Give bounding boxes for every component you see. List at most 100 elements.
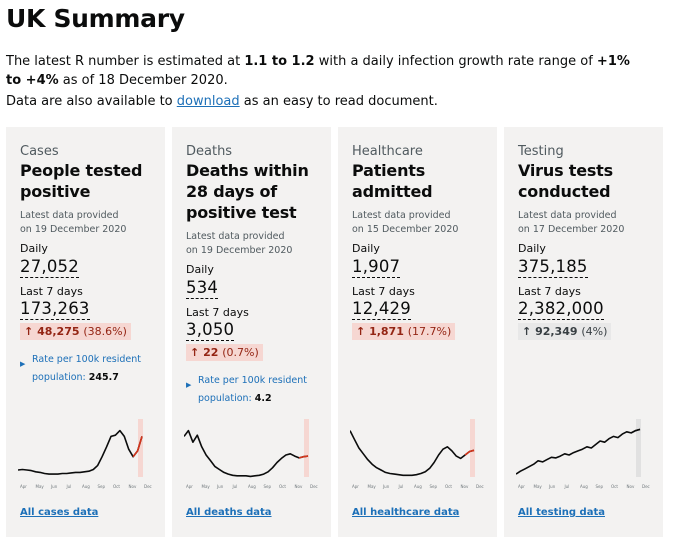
month-tick-label: Aug [414,484,422,489]
month-tick-label: Dec [310,484,318,489]
month-tick-label: Nov [294,484,303,489]
triangle-right-icon: ▶ [186,381,192,389]
month-tick-label: Nov [460,484,469,489]
latest-data-value: on 15 December 2020 [352,224,459,235]
month-tick-label: Oct [279,484,286,489]
week-value[interactable]: 12,429 [352,299,411,320]
trend-line-latest [298,455,309,459]
latest-data-date: Latest data provided on 19 December 2020 [186,230,326,258]
month-tick-label: Jun [549,484,556,489]
daily-label: Daily [20,242,48,255]
card-heading: Deaths within 28 days of positive test [186,161,309,222]
latest-data-value: on 19 December 2020 [20,224,127,235]
all-healthcare-link[interactable]: All healthcare data [352,507,460,518]
latest-data-value: on 19 December 2020 [186,245,293,256]
trend-line-latest [132,436,143,458]
intro-text: as of 18 December 2020. [58,73,228,88]
download-link[interactable]: download [176,94,240,109]
change-percent: (4%) [581,325,608,338]
latest-data-label: Latest data provided [518,210,617,221]
week-label: Last 7 days [518,285,581,298]
all-cases-link[interactable]: All cases data [20,507,99,518]
rate-disclosure[interactable]: ▶ Rate per 100k resident population: 245.… [20,351,150,387]
latest-data-date: Latest data provided on 19 December 2020 [20,209,160,237]
month-tick-label: Apr [20,484,27,489]
card-deaths: Deaths Deaths within 28 days of positive… [172,127,331,537]
week-value[interactable]: 3,050 [186,320,235,341]
change-value: 22 [203,346,219,359]
daily-label: Daily [518,242,546,255]
trend-line [350,430,475,477]
change-value: 92,349 [535,325,578,338]
trend-line-latest [464,449,475,456]
change-badge: ↑ 48,275 (38.6%) [20,323,131,340]
triangle-right-icon: ▶ [20,360,26,368]
card-heading: Patients admitted [352,161,433,201]
daily-value[interactable]: 27,052 [20,257,79,278]
card-testing: Testing Virus tests conducted Latest dat… [504,127,663,537]
arrow-up-icon: ↑ [24,325,34,338]
month-tick-label: Sep [429,484,438,489]
latest-data-value: on 17 December 2020 [518,224,625,235]
month-tick-label: Dec [476,484,484,489]
trend-chart [350,419,475,477]
latest-data-date: Latest data provided on 15 December 2020 [352,209,492,237]
arrow-up-icon: ↑ [522,325,532,338]
all-deaths-link[interactable]: All deaths data [186,507,272,518]
month-tick-label: Jun [383,484,390,489]
trend-line-latest [630,428,641,434]
change-percent: (17.7%) [407,325,452,338]
rate-disclosure[interactable]: ▶ Rate per 100k resident population: 4.2 [186,372,316,408]
all-testing-link[interactable]: All testing data [518,507,605,518]
rate-value: 4.2 [254,393,272,404]
month-tick-label: Jul [232,484,238,489]
month-tick-label: May [35,484,44,489]
daily-value[interactable]: 1,907 [352,257,401,278]
month-tick-label: Sep [595,484,604,489]
trend-line [184,429,309,478]
trend-line [18,429,143,475]
card-healthcare: Healthcare Patients admitted Latest data… [338,127,497,537]
month-tick-label: Oct [113,484,120,489]
week-label: Last 7 days [186,306,249,319]
month-tick-label: Aug [248,484,256,489]
month-tick-label: Oct [445,484,452,489]
rate-value: 245.7 [88,372,119,383]
intro-text: The latest R number is estimated at [6,54,245,69]
daily-value[interactable]: 375,185 [518,257,588,278]
card-cases: Cases People tested positive Latest data… [6,127,165,537]
month-tick-label: Nov [626,484,635,489]
change-percent: (38.6%) [83,325,127,338]
intro-text: Data are also available to [6,94,177,109]
card-heading: Virus tests conducted [518,161,613,201]
week-value[interactable]: 2,382,000 [518,299,604,320]
month-tick-label: Apr [352,484,359,489]
r-number-summary: The latest R number is estimated at 1.1 … [6,52,636,90]
trend-chart [516,419,641,477]
month-tick-label: Jun [51,484,58,489]
trend-line [516,428,641,475]
week-label: Last 7 days [352,285,415,298]
change-badge: ↑ 92,349 (4%) [518,323,612,340]
month-tick-label: Aug [82,484,90,489]
daily-label: Daily [352,242,380,255]
latest-data-label: Latest data provided [352,210,451,221]
week-value[interactable]: 173,263 [20,299,90,320]
arrow-up-icon: ↑ [190,346,200,359]
month-tick-label: Jun [217,484,224,489]
card-heading: People tested positive [20,161,143,201]
latest-period-bar [636,419,641,477]
month-tick-label: May [201,484,210,489]
latest-data-label: Latest data provided [20,210,119,221]
latest-data-date: Latest data provided on 17 December 2020 [518,209,658,237]
month-tick-label: Nov [128,484,137,489]
r-range: 1.1 to 1.2 [244,54,315,69]
month-tick-label: Jul [398,484,404,489]
week-label: Last 7 days [20,285,83,298]
card-category: Healthcare [352,144,423,159]
daily-value[interactable]: 534 [186,278,219,299]
rate-label: Rate per 100k resident population: [198,375,308,404]
month-tick-label: Jul [564,484,570,489]
change-percent: (0.7%) [222,346,259,359]
